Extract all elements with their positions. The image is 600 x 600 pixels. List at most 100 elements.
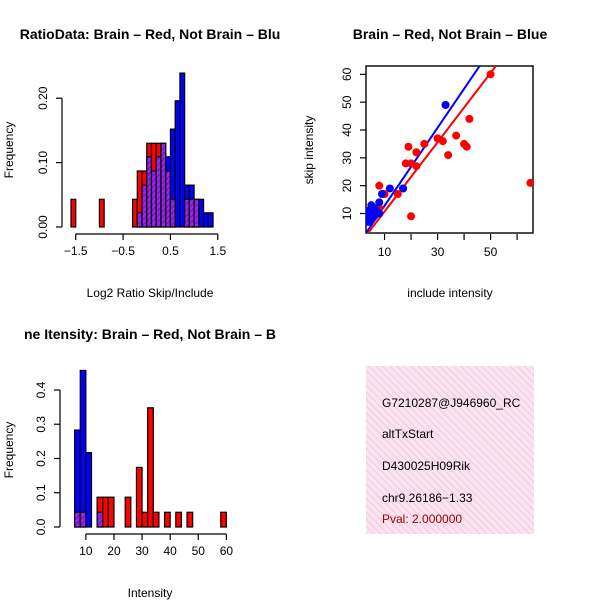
ratio-overlap-bar — [169, 198, 176, 228]
intensity-x-tick-label: 50 — [192, 544, 206, 558]
intensity-bar — [107, 496, 115, 528]
scatter-clipped-group — [366, 66, 533, 233]
ratio-histogram-axes: −1.5 −0.5 0.5 1.5 0.00 0.10 0.20 — [36, 86, 226, 258]
scatter-point-blue — [377, 190, 386, 199]
scatter-point-red — [438, 137, 447, 146]
intensity-bar — [141, 511, 149, 528]
scatter-point-red — [444, 151, 453, 160]
intensity-y-tick-label: 0.0 — [34, 518, 48, 535]
ratio-overlap-bar — [165, 170, 172, 228]
scatter-fit-line-red — [366, 66, 497, 233]
scatter-plot-box — [365, 65, 534, 234]
intensity-bar — [152, 511, 160, 528]
scatter-point-red — [462, 142, 471, 151]
ratio-overlap-bar — [184, 198, 190, 228]
ratio-y-tick-label: 0.00 — [36, 215, 50, 239]
scatter-y-tick-label: 10 — [340, 207, 354, 221]
intensity-overlap-bar — [74, 511, 81, 528]
ratio-overlap-bar — [136, 212, 143, 228]
intensity-x-tick-label: 30 — [135, 544, 149, 558]
intensity-bar — [220, 511, 227, 528]
ratio-bar — [198, 198, 205, 228]
ratio-bar — [98, 198, 105, 228]
scatter-point-red — [407, 212, 416, 221]
event-type: altTxStart — [382, 427, 434, 441]
ratio-overlap-bar — [160, 142, 167, 228]
ratio-histogram-ylabel: Frequency — [2, 122, 16, 179]
intensity-y-tick-label: 0.2 — [34, 450, 48, 467]
probe-id: G7210287@J946960_RC — [382, 396, 521, 410]
ratio-histogram-title: RatioData: Brain – Red, Not Brain – Blu — [20, 26, 281, 42]
intensity-bar — [147, 407, 154, 528]
ratio-overlap-bar — [193, 198, 200, 228]
p-value: Pval: 2.000000 — [382, 512, 463, 526]
ratio-overlap-bar — [188, 198, 195, 228]
intensity-histogram: ne Itensity: Brain – Red, Not Brain – B … — [2, 326, 276, 600]
ratio-histogram-xlabel: Log2 Ratio Skip/Include — [87, 286, 214, 300]
scatter-y-tick-label: 20 — [340, 179, 354, 193]
probe-info-panel: G7210287@J946960_RC altTxStart D430025H0… — [366, 366, 534, 534]
intensity-bar — [85, 452, 93, 528]
ratio-bar — [207, 212, 214, 228]
scatter-point-red — [452, 131, 461, 140]
scatter-marks — [366, 66, 533, 233]
scatter-y-tick-label: 30 — [340, 151, 354, 165]
ratio-overlap-bar — [155, 156, 162, 228]
gene-name: D430025H09Rik — [382, 459, 471, 473]
scatter-title: Brain – Red, Not Brain – Blue — [353, 26, 548, 42]
scatter-point-blue — [399, 184, 408, 193]
ratio-x-tick-label: 1.5 — [209, 244, 226, 258]
scatter-axes: 10 30 50 10 20 30 40 50 60 — [340, 67, 518, 259]
scatter-point-blue — [375, 209, 384, 218]
ratio-x-tick-label: −1.5 — [64, 244, 88, 258]
scatter-ylabel: skip intensity — [302, 116, 316, 185]
intensity-bar — [175, 511, 183, 528]
intensity-x-tick-label: 40 — [163, 544, 177, 558]
scatter-point-red — [412, 148, 421, 157]
scatter-point-blue — [375, 198, 384, 207]
scatter-point-blue — [366, 217, 373, 226]
scatter-point-red — [526, 178, 533, 187]
ratio-bar — [131, 198, 138, 228]
ratio-bar — [202, 212, 209, 228]
ratio-overlap-bar — [150, 170, 157, 228]
scatter-point-red — [412, 162, 421, 171]
ratio-histogram-bars — [70, 72, 214, 228]
intensity-y-tick-label: 0.1 — [34, 484, 48, 501]
intensity-y-tick-label: 0.4 — [34, 381, 48, 398]
scatter-x-tick-label: 30 — [431, 245, 445, 259]
intensity-bar — [124, 496, 132, 528]
scatter-y-tick-label: 50 — [340, 95, 354, 109]
intensity-histogram-axes: 10 20 30 40 50 60 0.0 0.1 0.2 0.3 0.4 — [34, 381, 233, 558]
intensity-histogram-bars — [74, 369, 227, 528]
scatter-point-blue — [441, 100, 450, 109]
ratio-x-tick-label: 0.5 — [162, 244, 179, 258]
intensity-bar — [79, 369, 87, 528]
scatter-point-red — [404, 142, 413, 151]
intensity-x-tick-label: 60 — [220, 544, 234, 558]
genomic-location: chr9.26186−1.33 — [382, 491, 473, 505]
scatter-y-tick-label: 60 — [340, 67, 354, 81]
intensity-histogram-xlabel: Intensity — [128, 586, 173, 600]
scatter-point-red — [393, 190, 402, 199]
intensity-histogram-ylabel: Frequency — [2, 422, 16, 479]
scatter-point-red — [420, 139, 429, 148]
scatter-xlabel: include intensity — [407, 286, 492, 300]
ratio-bar — [70, 198, 77, 228]
intensity-bar — [102, 496, 109, 528]
intensity-histogram-title: ne Itensity: Brain – Red, Not Brain – B — [24, 326, 276, 342]
scatter-x-tick-label: 50 — [484, 245, 498, 259]
ratio-y-tick-label: 0.10 — [36, 151, 50, 175]
intensity-x-tick-label: 10 — [79, 544, 93, 558]
ratio-histogram: RatioData: Brain – Red, Not Brain – Blu … — [2, 26, 280, 300]
scatter-point-red — [375, 181, 384, 190]
ratio-overlap-bar — [141, 184, 148, 228]
ratio-bar — [174, 100, 181, 228]
intensity-overlap-bar — [79, 511, 87, 528]
scatter-y-tick-label: 40 — [340, 123, 354, 137]
intensity-y-tick-label: 0.3 — [34, 416, 48, 433]
scatter-point-red — [465, 114, 474, 123]
ratio-y-tick-label: 0.20 — [36, 86, 50, 110]
intensity-overlap-bar — [96, 511, 104, 528]
